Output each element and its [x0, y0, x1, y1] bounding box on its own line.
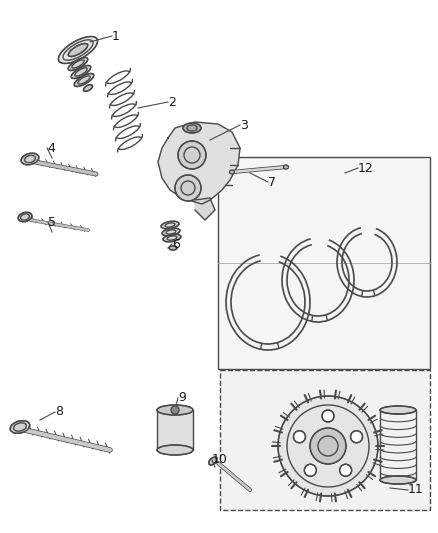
Ellipse shape — [283, 165, 288, 169]
Text: 1: 1 — [112, 29, 120, 43]
Text: 7: 7 — [267, 175, 276, 189]
Bar — [219, 370, 429, 510]
Polygon shape — [158, 122, 240, 204]
Bar — [157, 410, 193, 450]
Circle shape — [277, 396, 377, 496]
Ellipse shape — [183, 123, 201, 133]
Ellipse shape — [157, 405, 193, 415]
Ellipse shape — [208, 457, 217, 465]
Text: 8: 8 — [55, 406, 63, 418]
Circle shape — [177, 141, 205, 169]
Ellipse shape — [163, 234, 180, 242]
Ellipse shape — [58, 37, 97, 63]
Bar — [218, 157, 429, 369]
Ellipse shape — [229, 170, 234, 174]
Ellipse shape — [157, 445, 193, 455]
Ellipse shape — [161, 221, 178, 229]
Ellipse shape — [169, 246, 177, 250]
Ellipse shape — [10, 421, 30, 433]
Text: 12: 12 — [357, 161, 373, 174]
Text: 2: 2 — [168, 95, 176, 109]
Ellipse shape — [21, 153, 39, 165]
Text: 4: 4 — [47, 141, 55, 155]
Ellipse shape — [83, 85, 92, 91]
Text: 6: 6 — [172, 238, 180, 251]
Ellipse shape — [68, 44, 88, 56]
Ellipse shape — [18, 212, 32, 222]
Ellipse shape — [71, 66, 91, 78]
Text: 10: 10 — [212, 454, 227, 466]
Circle shape — [175, 175, 201, 201]
Text: 11: 11 — [407, 483, 423, 497]
Text: 5: 5 — [48, 215, 56, 229]
Polygon shape — [194, 198, 215, 220]
Circle shape — [293, 431, 305, 443]
Ellipse shape — [162, 228, 180, 236]
Text: 9: 9 — [177, 392, 185, 405]
Circle shape — [171, 406, 179, 414]
Circle shape — [304, 464, 316, 477]
Circle shape — [350, 431, 362, 443]
Text: 3: 3 — [240, 118, 247, 132]
Ellipse shape — [74, 74, 94, 86]
Ellipse shape — [379, 406, 415, 414]
Circle shape — [321, 410, 333, 422]
Circle shape — [309, 428, 345, 464]
Ellipse shape — [379, 476, 415, 484]
Circle shape — [339, 464, 351, 477]
Ellipse shape — [68, 58, 88, 70]
